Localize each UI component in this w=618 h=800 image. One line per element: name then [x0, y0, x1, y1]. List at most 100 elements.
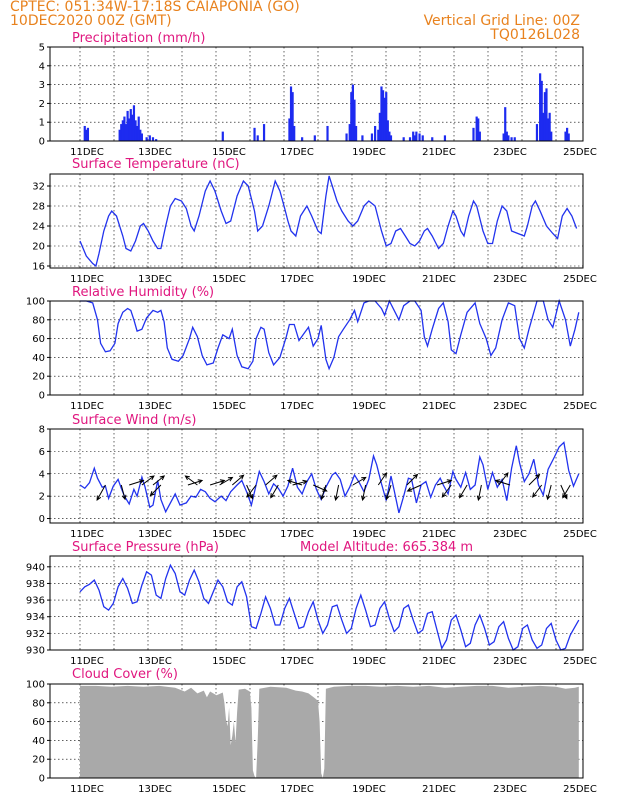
precip-bar-48: [386, 120, 389, 141]
precip-bar-14: [136, 125, 139, 141]
wind-vector-0: [96, 484, 106, 502]
rh-ytick-label-2: 40: [32, 353, 45, 364]
precip-bar-37: [353, 99, 356, 141]
rh-frame: [49, 300, 584, 396]
temp-frame: [49, 173, 584, 269]
precip-bar-31: [313, 135, 316, 141]
precip-bar-70: [535, 124, 539, 141]
wind-vector-5: [149, 484, 162, 497]
wind-ytick-label-4: 8: [39, 425, 45, 436]
precip-bar-55: [415, 131, 418, 141]
altitude-annotation: Model Altitude: 665.384 m: [300, 540, 473, 555]
rh-ytick-label-3: 60: [32, 334, 45, 345]
precip-bar-21: [155, 139, 158, 141]
wind-vector-8: [209, 479, 226, 486]
wind-vector-19: [334, 484, 340, 502]
wind-ytick-label-2: 4: [39, 469, 45, 480]
press-series-line: [79, 563, 580, 651]
precip-bar-64: [502, 133, 505, 141]
precip-bar-61: [475, 116, 478, 141]
rh-xtick-label-2: 15DEC: [212, 401, 246, 412]
precip-bar-46: [383, 97, 386, 141]
wind-vector-12: [246, 484, 257, 498]
rh-xtick-label-0: 11DEC: [70, 401, 104, 412]
pressure-title: Surface Pressure (hPa): [72, 540, 219, 555]
wind-vector-21: [361, 484, 367, 502]
precip-bar-39: [361, 135, 364, 141]
precip-bar-33: [345, 133, 348, 141]
press-xtick-label-1: 13DEC: [138, 656, 172, 667]
temp-series-line: [79, 175, 578, 268]
wind-vector-29: [476, 484, 482, 502]
press-xtick-label-2: 15DEC: [212, 656, 246, 667]
temp-xtick-label-1: 13DEC: [138, 274, 172, 285]
precip-bar-41: [374, 125, 377, 141]
wind-vector-13: [265, 474, 278, 486]
precip-bar-38: [354, 125, 358, 141]
wind-vector-18: [320, 484, 327, 501]
precip-bar-53: [412, 131, 415, 141]
precip-bar-24: [256, 135, 259, 141]
wind-vector-24: [406, 473, 419, 486]
wind-vector-27: [441, 484, 452, 498]
precip-xtick-label-3: 17DEC: [280, 147, 314, 158]
precip-bar-51: [402, 137, 405, 141]
rh-title: Relative Humidity (%): [72, 285, 214, 300]
precip-bar-29: [293, 125, 296, 141]
wind-ytick-label-3: 6: [39, 447, 45, 458]
precip-bar-62: [477, 118, 480, 141]
rh-xtick-label-1: 13DEC: [138, 401, 172, 412]
wind-xtick-label-0: 11DEC: [70, 529, 104, 540]
wind-vector-1: [120, 484, 127, 501]
precip-ytick-label-4: 4: [39, 61, 45, 72]
rh-ytick-label-4: 80: [32, 315, 45, 326]
cloud-xtick-label-4: 19DEC: [352, 784, 386, 795]
wind-vector-2: [129, 479, 145, 486]
wind-vector-6: [187, 479, 204, 486]
wind-xtick-label-6: 23DEC: [493, 529, 527, 540]
temp-xtick-label-3: 17DEC: [280, 274, 314, 285]
precip-bar-25: [262, 124, 266, 141]
precip-xtick-label-0: 11DEC: [70, 147, 104, 158]
precip-bar-4: [120, 124, 123, 141]
precip-bar-6: [123, 116, 126, 141]
precip-xtick-label-2: 15DEC: [212, 147, 246, 158]
wind-vector-3: [141, 475, 155, 486]
wind-vector-9: [219, 476, 234, 486]
precip-bar-74: [543, 92, 546, 141]
rh-xtick-label-5: 21DEC: [422, 401, 456, 412]
precip-bar-54: [413, 135, 416, 141]
precip-bar-27: [289, 86, 293, 141]
temp-ytick-label-1: 20: [32, 242, 45, 253]
temp-xtick-label-5: 21DEC: [422, 274, 456, 285]
press-xtick-label-6: 23DEC: [493, 656, 527, 667]
temp-xtick-label-4: 19DEC: [352, 274, 386, 285]
precip-bar-56: [418, 133, 421, 141]
cloud-ytick-label-5: 100: [26, 680, 45, 691]
cloud-ytick-label-1: 20: [32, 755, 45, 766]
wind-vector-7: [184, 475, 198, 486]
wind-vector-15: [292, 479, 309, 486]
precip-bar-2: [86, 127, 90, 141]
precip-bar-68: [510, 137, 513, 141]
cloud-xtick-label-2: 15DEC: [212, 784, 246, 795]
precip-bar-43: [378, 112, 381, 141]
header-grid-note: Vertical Grid Line: 00Z: [424, 13, 580, 29]
wind-vector-26: [436, 479, 453, 486]
wind-xtick-label-7: 25DEC: [563, 529, 597, 540]
precip-bar-1: [85, 129, 88, 141]
precip-bar-60: [472, 127, 475, 141]
temp-xtick-label-2: 15DEC: [212, 274, 246, 285]
precip-bar-7: [124, 124, 128, 141]
wind-vector-16: [286, 479, 303, 486]
wind-vector-11: [246, 484, 254, 500]
precip-bar-5: [121, 120, 124, 141]
press-ytick-label-1: 932: [26, 629, 45, 640]
precip-bar-9: [128, 118, 131, 141]
precip-bar-17: [140, 133, 143, 141]
press-ytick-label-5: 940: [26, 562, 45, 573]
wind-vector-14: [270, 484, 279, 499]
press-ytick-label-0: 930: [26, 646, 45, 657]
wind-vector-32: [528, 473, 541, 486]
